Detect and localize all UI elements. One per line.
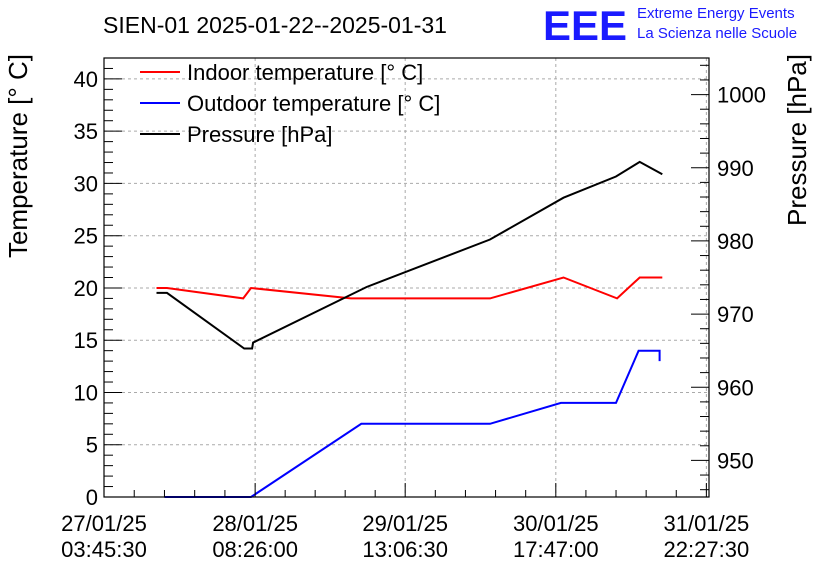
x-tick-date: 29/01/25 bbox=[362, 511, 448, 536]
logo-mark: EEE bbox=[543, 2, 627, 49]
y-left-tick-label: 30 bbox=[74, 171, 98, 196]
y-right-tick-label: 950 bbox=[717, 448, 754, 473]
y-left-tick-label: 10 bbox=[74, 380, 98, 405]
x-tick-date: 27/01/25 bbox=[61, 511, 147, 536]
legend: Indoor temperature [° C] Outdoor tempera… bbox=[140, 60, 440, 147]
logo-line-1: Extreme Energy Events bbox=[637, 5, 795, 22]
series-layer bbox=[156, 160, 663, 498]
x-tick-date: 28/01/25 bbox=[212, 511, 298, 536]
y-left-label: Temperature [° C] bbox=[3, 54, 33, 258]
y-right-tick-label: 1000 bbox=[717, 83, 766, 108]
axes: 0 5 10 15 20 25 30 35 40 950 960 970 980 990 1000 27/01… bbox=[61, 57, 766, 562]
y-left-tick-label: 5 bbox=[86, 433, 98, 458]
y-right-label: Pressure [hPa] bbox=[782, 54, 812, 226]
x-tick-time: 17:47:00 bbox=[513, 537, 599, 562]
chart-title: SIEN-01 2025-01-22--2025-01-31 bbox=[103, 12, 447, 38]
y-left-tick-label: 40 bbox=[74, 67, 98, 92]
y-left-tick-label: 15 bbox=[74, 328, 98, 353]
x-tick-date: 30/01/25 bbox=[513, 511, 599, 536]
logo-line-2: La Scienza nelle Scuole bbox=[637, 25, 797, 42]
y-left-tick-label: 0 bbox=[86, 485, 98, 510]
x-tick-time: 13:06:30 bbox=[362, 537, 448, 562]
y-left-tick-label: 35 bbox=[74, 119, 98, 144]
legend-label-indoor: Indoor temperature [° C] bbox=[187, 60, 423, 85]
y-right-tick-label: 960 bbox=[717, 375, 754, 400]
y-right-tick-label: 970 bbox=[717, 302, 754, 327]
y-right-tick-label: 990 bbox=[717, 156, 754, 181]
y-left-tick-label: 20 bbox=[74, 276, 98, 301]
y-right-tick-label: 980 bbox=[717, 229, 754, 254]
x-tick-time: 22:27:30 bbox=[664, 537, 750, 562]
x-tick-date: 31/01/25 bbox=[664, 511, 750, 536]
y-left-tick-label: 25 bbox=[74, 224, 98, 249]
x-tick-time: 03:45:30 bbox=[61, 537, 147, 562]
series-indoor-temperature bbox=[156, 276, 663, 300]
x-tick-time: 08:26:00 bbox=[212, 537, 298, 562]
series-pressure bbox=[156, 160, 663, 350]
legend-label-outdoor: Outdoor temperature [° C] bbox=[187, 91, 440, 116]
series-outdoor-temperature bbox=[164, 349, 661, 498]
legend-label-pressure: Pressure [hPa] bbox=[187, 122, 333, 147]
